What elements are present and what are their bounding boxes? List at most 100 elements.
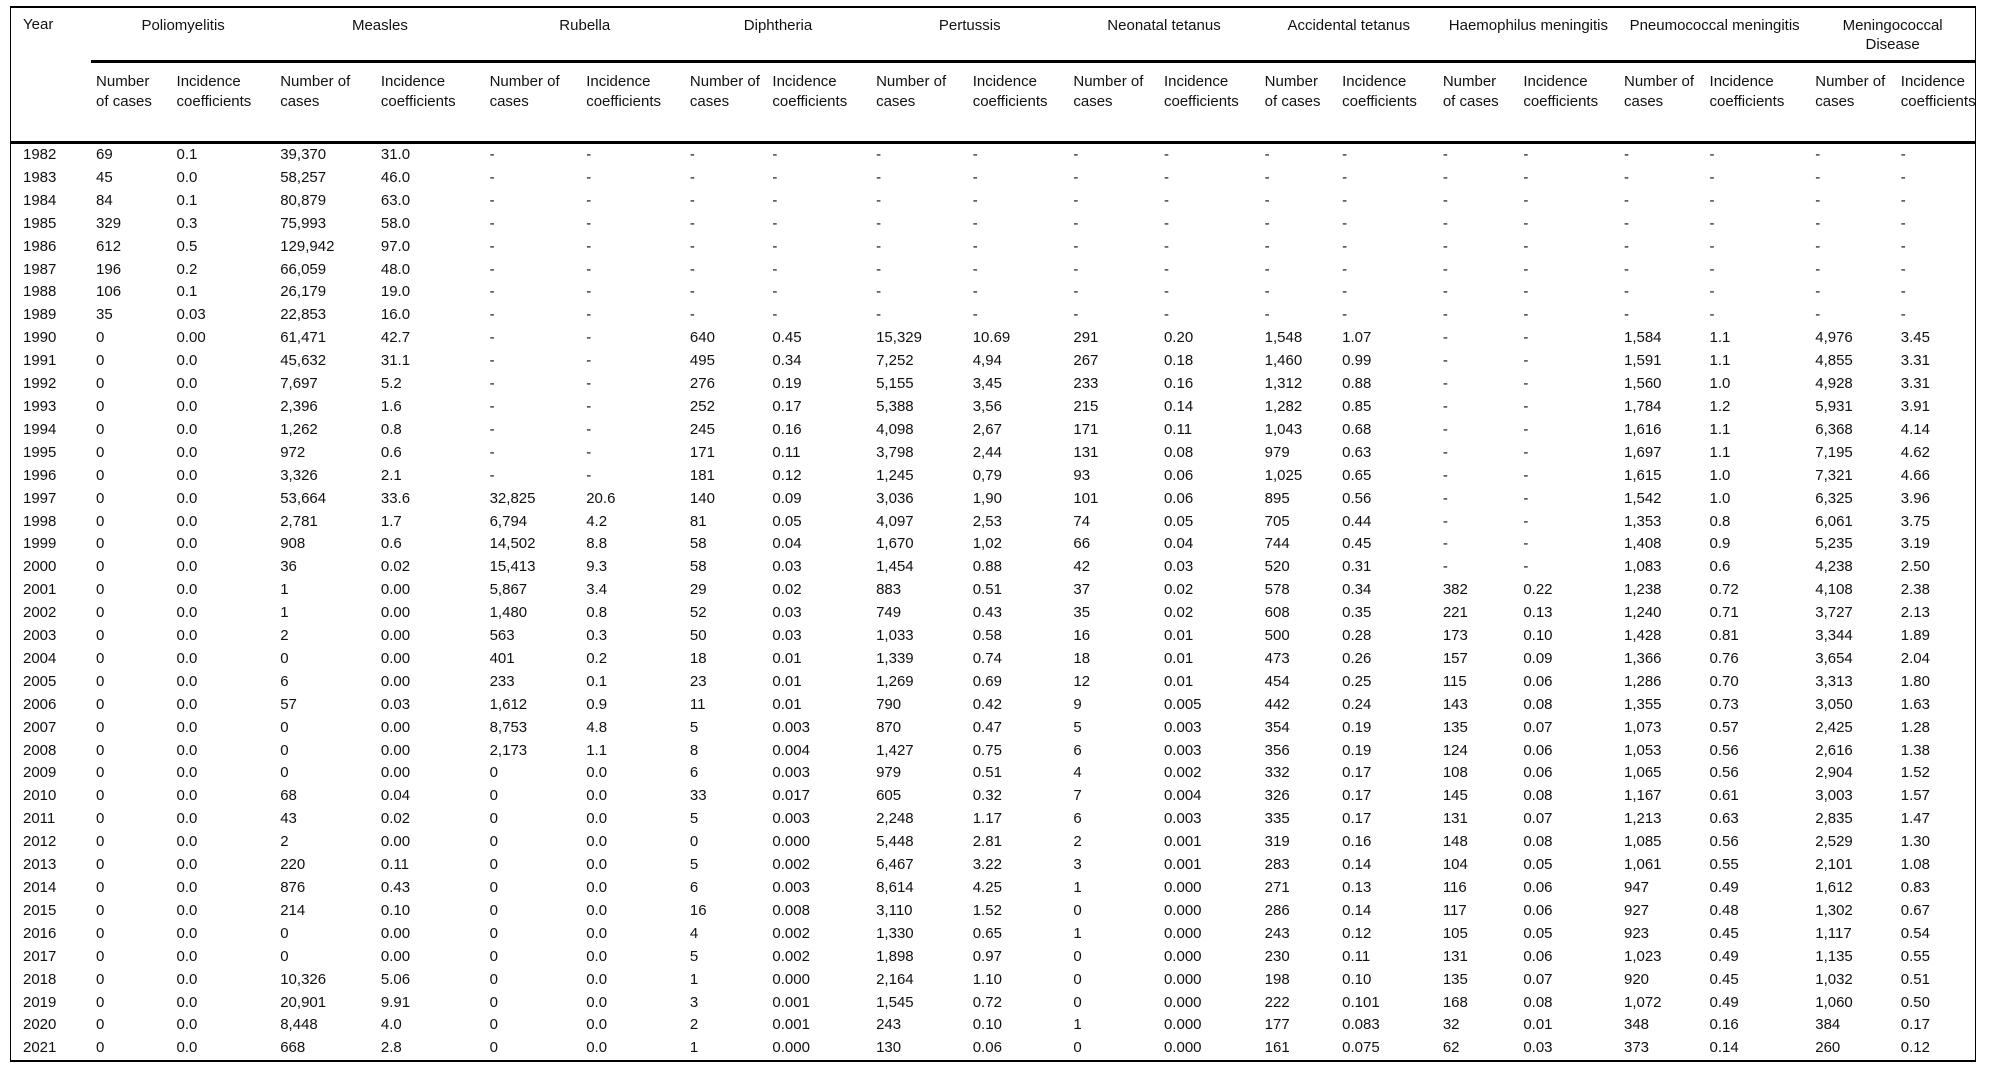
cell-pertussis-incidence: 2.81 xyxy=(972,833,1002,851)
table-row-2020: 2020 0 0.0 8,448 4.0 0 0.0 2 0.001 243 0.10 1 0.000 1… xyxy=(11,1014,1976,1037)
table-row-1999: 1999 0 0.0 908 0.6 14,502 8.8 58 0.04 1,670 1,02 66… xyxy=(11,533,1976,556)
cell-neonatal-tetanus-incidence: 0.04 xyxy=(1163,535,1194,553)
cell-haemophilus-meningitis-cases: 124 xyxy=(1442,741,1468,759)
cell-diphtheria-cases: 2 xyxy=(689,1016,699,1034)
cell-poliomyelitis-cases: 0 xyxy=(96,604,105,622)
cell-accidental-tetanus-incidence: 0.25 xyxy=(1342,672,1372,690)
column-header-neonatal-tetanus-cases: Number of cases xyxy=(1068,61,1159,144)
cell-meningococcal-disease-incidence: 0.12 xyxy=(1900,1039,1930,1057)
cell-haemophilus-meningitis-incidence: 0.06 xyxy=(1523,901,1553,919)
cell-diphtheria-incidence: 0.34 xyxy=(772,352,802,370)
cell-haemophilus-meningitis-cases: - xyxy=(1442,466,1448,484)
year-cell: 2002 xyxy=(23,604,57,622)
cell-haemophilus-meningitis-cases: 131 xyxy=(1442,947,1468,965)
cell-meningococcal-disease-incidence: - xyxy=(1900,214,1906,232)
cell-measles-incidence: 0.04 xyxy=(380,787,411,805)
cell-diphtheria-incidence: 0.008 xyxy=(772,901,810,919)
cell-neonatal-tetanus-cases: 2 xyxy=(1073,833,1082,851)
cell-accidental-tetanus-incidence: 0.19 xyxy=(1342,718,1372,736)
cell-haemophilus-meningitis-cases: 32 xyxy=(1442,1016,1460,1034)
cell-rubella-incidence: 9.3 xyxy=(586,558,608,576)
year-cell: 2007 xyxy=(23,718,57,736)
cell-poliomyelitis-cases: 0 xyxy=(96,672,105,690)
cell-pneumococcal-meningitis-cases: - xyxy=(1623,146,1629,163)
cell-haemophilus-meningitis-cases: - xyxy=(1442,283,1448,301)
cell-haemophilus-meningitis-incidence: - xyxy=(1523,489,1529,507)
cell-diphtheria-cases: - xyxy=(689,283,695,301)
cell-neonatal-tetanus-cases: 215 xyxy=(1073,397,1099,415)
group-header-poliomyelitis: Poliomyelitis xyxy=(91,7,276,63)
cell-neonatal-tetanus-cases: 171 xyxy=(1073,420,1099,438)
cell-diphtheria-incidence: 0.002 xyxy=(772,924,810,942)
cell-accidental-tetanus-incidence: - xyxy=(1342,283,1348,301)
cell-pneumococcal-meningitis-incidence: 1.1 xyxy=(1709,329,1731,347)
cell-pertussis-cases: 979 xyxy=(876,764,902,782)
cell-rubella-cases: - xyxy=(489,375,495,393)
year-cell: 1986 xyxy=(23,237,57,255)
cell-pneumococcal-meningitis-cases: 923 xyxy=(1623,924,1650,942)
cell-measles-cases: 1 xyxy=(280,604,289,622)
cell-poliomyelitis-incidence: 0.2 xyxy=(176,260,198,278)
cell-poliomyelitis-incidence: 0.0 xyxy=(176,352,198,370)
cell-haemophilus-meningitis-incidence: 0.10 xyxy=(1523,627,1553,645)
cell-accidental-tetanus-incidence: 0.65 xyxy=(1342,466,1372,484)
cell-rubella-incidence: 0.0 xyxy=(586,924,608,942)
cell-accidental-tetanus-cases: 705 xyxy=(1264,512,1290,530)
cell-accidental-tetanus-incidence: 0.10 xyxy=(1342,970,1372,988)
cell-haemophilus-meningitis-incidence: - xyxy=(1523,420,1529,438)
cell-poliomyelitis-cases: 0 xyxy=(96,741,105,759)
cell-measles-incidence: 63.0 xyxy=(380,191,411,209)
cell-poliomyelitis-incidence: 0.0 xyxy=(176,420,198,438)
cell-pneumococcal-meningitis-incidence: 0.71 xyxy=(1709,604,1739,622)
cell-measles-incidence: 16.0 xyxy=(380,306,411,324)
cell-meningococcal-disease-incidence: 1.57 xyxy=(1900,787,1930,805)
year-cell: 1996 xyxy=(23,466,57,484)
year-cell: 2018 xyxy=(23,970,57,988)
table-row-1998: 1998 0 0.0 2,781 1.7 6,794 4.2 81 0.05 4,097 2,53 7… xyxy=(11,511,1976,534)
cell-measles-incidence: 19.0 xyxy=(380,283,411,301)
cell-haemophilus-meningitis-incidence: - xyxy=(1523,512,1529,530)
cell-rubella-incidence: 0.0 xyxy=(586,901,608,919)
cell-neonatal-tetanus-cases: 18 xyxy=(1073,649,1091,667)
cell-accidental-tetanus-cases: 283 xyxy=(1264,856,1290,874)
cell-pertussis-cases: - xyxy=(876,146,882,163)
cell-meningococcal-disease-cases: - xyxy=(1815,260,1821,278)
cell-meningococcal-disease-cases: 3,654 xyxy=(1815,649,1853,667)
cell-meningococcal-disease-cases: 6,325 xyxy=(1815,489,1853,507)
table-body: 1982 69 0.1 39,370 31.0- - - - - - - - - - - - - - - -1983 4… xyxy=(11,143,1976,1062)
group-header-row: Year Poliomyelitis Measles Rubella Diphther… xyxy=(10,7,1976,144)
cell-haemophilus-meningitis-cases: - xyxy=(1442,375,1448,393)
cell-meningococcal-disease-incidence: 3.96 xyxy=(1900,489,1930,507)
cell-neonatal-tetanus-incidence: 0.06 xyxy=(1163,466,1194,484)
year-cell: 2011 xyxy=(23,810,56,828)
cell-pertussis-incidence: 0.97 xyxy=(972,947,1002,965)
cell-pertussis-cases: 749 xyxy=(876,604,902,622)
cell-haemophilus-meningitis-cases: 135 xyxy=(1442,970,1468,988)
disease-incidence-table: Year Poliomyelitis Measles Rubella Diphther… xyxy=(10,6,1976,1063)
cell-accidental-tetanus-cases: 454 xyxy=(1264,672,1290,690)
cell-haemophilus-meningitis-cases: 62 xyxy=(1442,1039,1460,1057)
cell-neonatal-tetanus-incidence: 0.03 xyxy=(1163,558,1194,576)
cell-meningococcal-disease-cases: 6,061 xyxy=(1815,512,1853,530)
cell-haemophilus-meningitis-cases: 131 xyxy=(1442,810,1468,828)
cell-neonatal-tetanus-incidence: 0.05 xyxy=(1163,512,1194,530)
cell-diphtheria-incidence: - xyxy=(772,283,778,301)
cell-neonatal-tetanus-incidence: - xyxy=(1163,260,1169,278)
cell-pneumococcal-meningitis-incidence: 0.70 xyxy=(1709,672,1739,690)
cell-meningococcal-disease-cases: 4,238 xyxy=(1815,558,1853,576)
cell-measles-cases: 39,370 xyxy=(280,146,327,163)
cell-diphtheria-cases: 5 xyxy=(689,856,699,874)
cell-poliomyelitis-cases: 0 xyxy=(96,947,105,965)
year-cell: 2000 xyxy=(23,558,57,576)
cell-pertussis-incidence: 1.10 xyxy=(972,970,1002,988)
cell-measles-cases: 58,257 xyxy=(280,168,327,186)
cell-pneumococcal-meningitis-incidence: 0.16 xyxy=(1709,1016,1739,1034)
cell-poliomyelitis-cases: 0 xyxy=(96,833,105,851)
cell-neonatal-tetanus-cases: 3 xyxy=(1073,856,1082,874)
cell-rubella-cases: - xyxy=(489,146,495,163)
cell-haemophilus-meningitis-incidence: - xyxy=(1523,443,1529,461)
cell-pneumococcal-meningitis-cases: 1,697 xyxy=(1623,443,1662,461)
year-cell: 2017 xyxy=(23,947,57,965)
cell-pneumococcal-meningitis-cases: 1,061 xyxy=(1623,856,1662,874)
cell-accidental-tetanus-incidence: 0.17 xyxy=(1342,787,1372,805)
